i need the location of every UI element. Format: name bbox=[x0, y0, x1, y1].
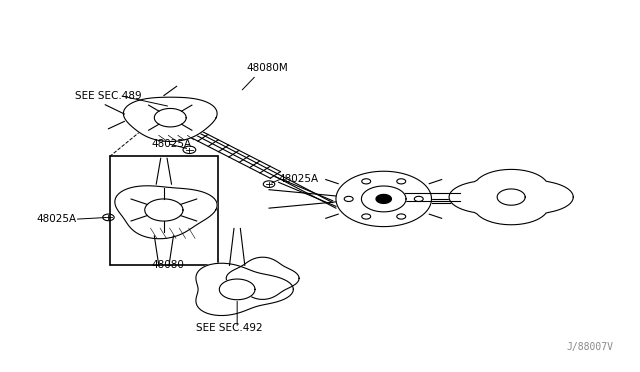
Text: SEE SEC.489: SEE SEC.489 bbox=[75, 90, 141, 100]
Text: 48080: 48080 bbox=[151, 260, 184, 270]
Polygon shape bbox=[497, 189, 525, 205]
Bar bbox=[109, 157, 218, 265]
Text: SEE SEC.492: SEE SEC.492 bbox=[196, 323, 262, 333]
Polygon shape bbox=[449, 169, 573, 225]
Text: J/88007V: J/88007V bbox=[566, 342, 613, 352]
Polygon shape bbox=[115, 186, 217, 239]
Text: 48025A: 48025A bbox=[36, 214, 77, 224]
Text: 48025A: 48025A bbox=[151, 138, 191, 148]
Polygon shape bbox=[154, 109, 186, 127]
Polygon shape bbox=[145, 199, 183, 221]
Polygon shape bbox=[227, 257, 299, 299]
Polygon shape bbox=[196, 263, 293, 315]
Polygon shape bbox=[376, 195, 392, 203]
Polygon shape bbox=[220, 279, 255, 300]
Text: 48025A: 48025A bbox=[278, 174, 319, 184]
Text: 48080M: 48080M bbox=[246, 63, 289, 73]
Polygon shape bbox=[336, 171, 431, 227]
Polygon shape bbox=[124, 97, 217, 141]
Polygon shape bbox=[362, 186, 406, 212]
